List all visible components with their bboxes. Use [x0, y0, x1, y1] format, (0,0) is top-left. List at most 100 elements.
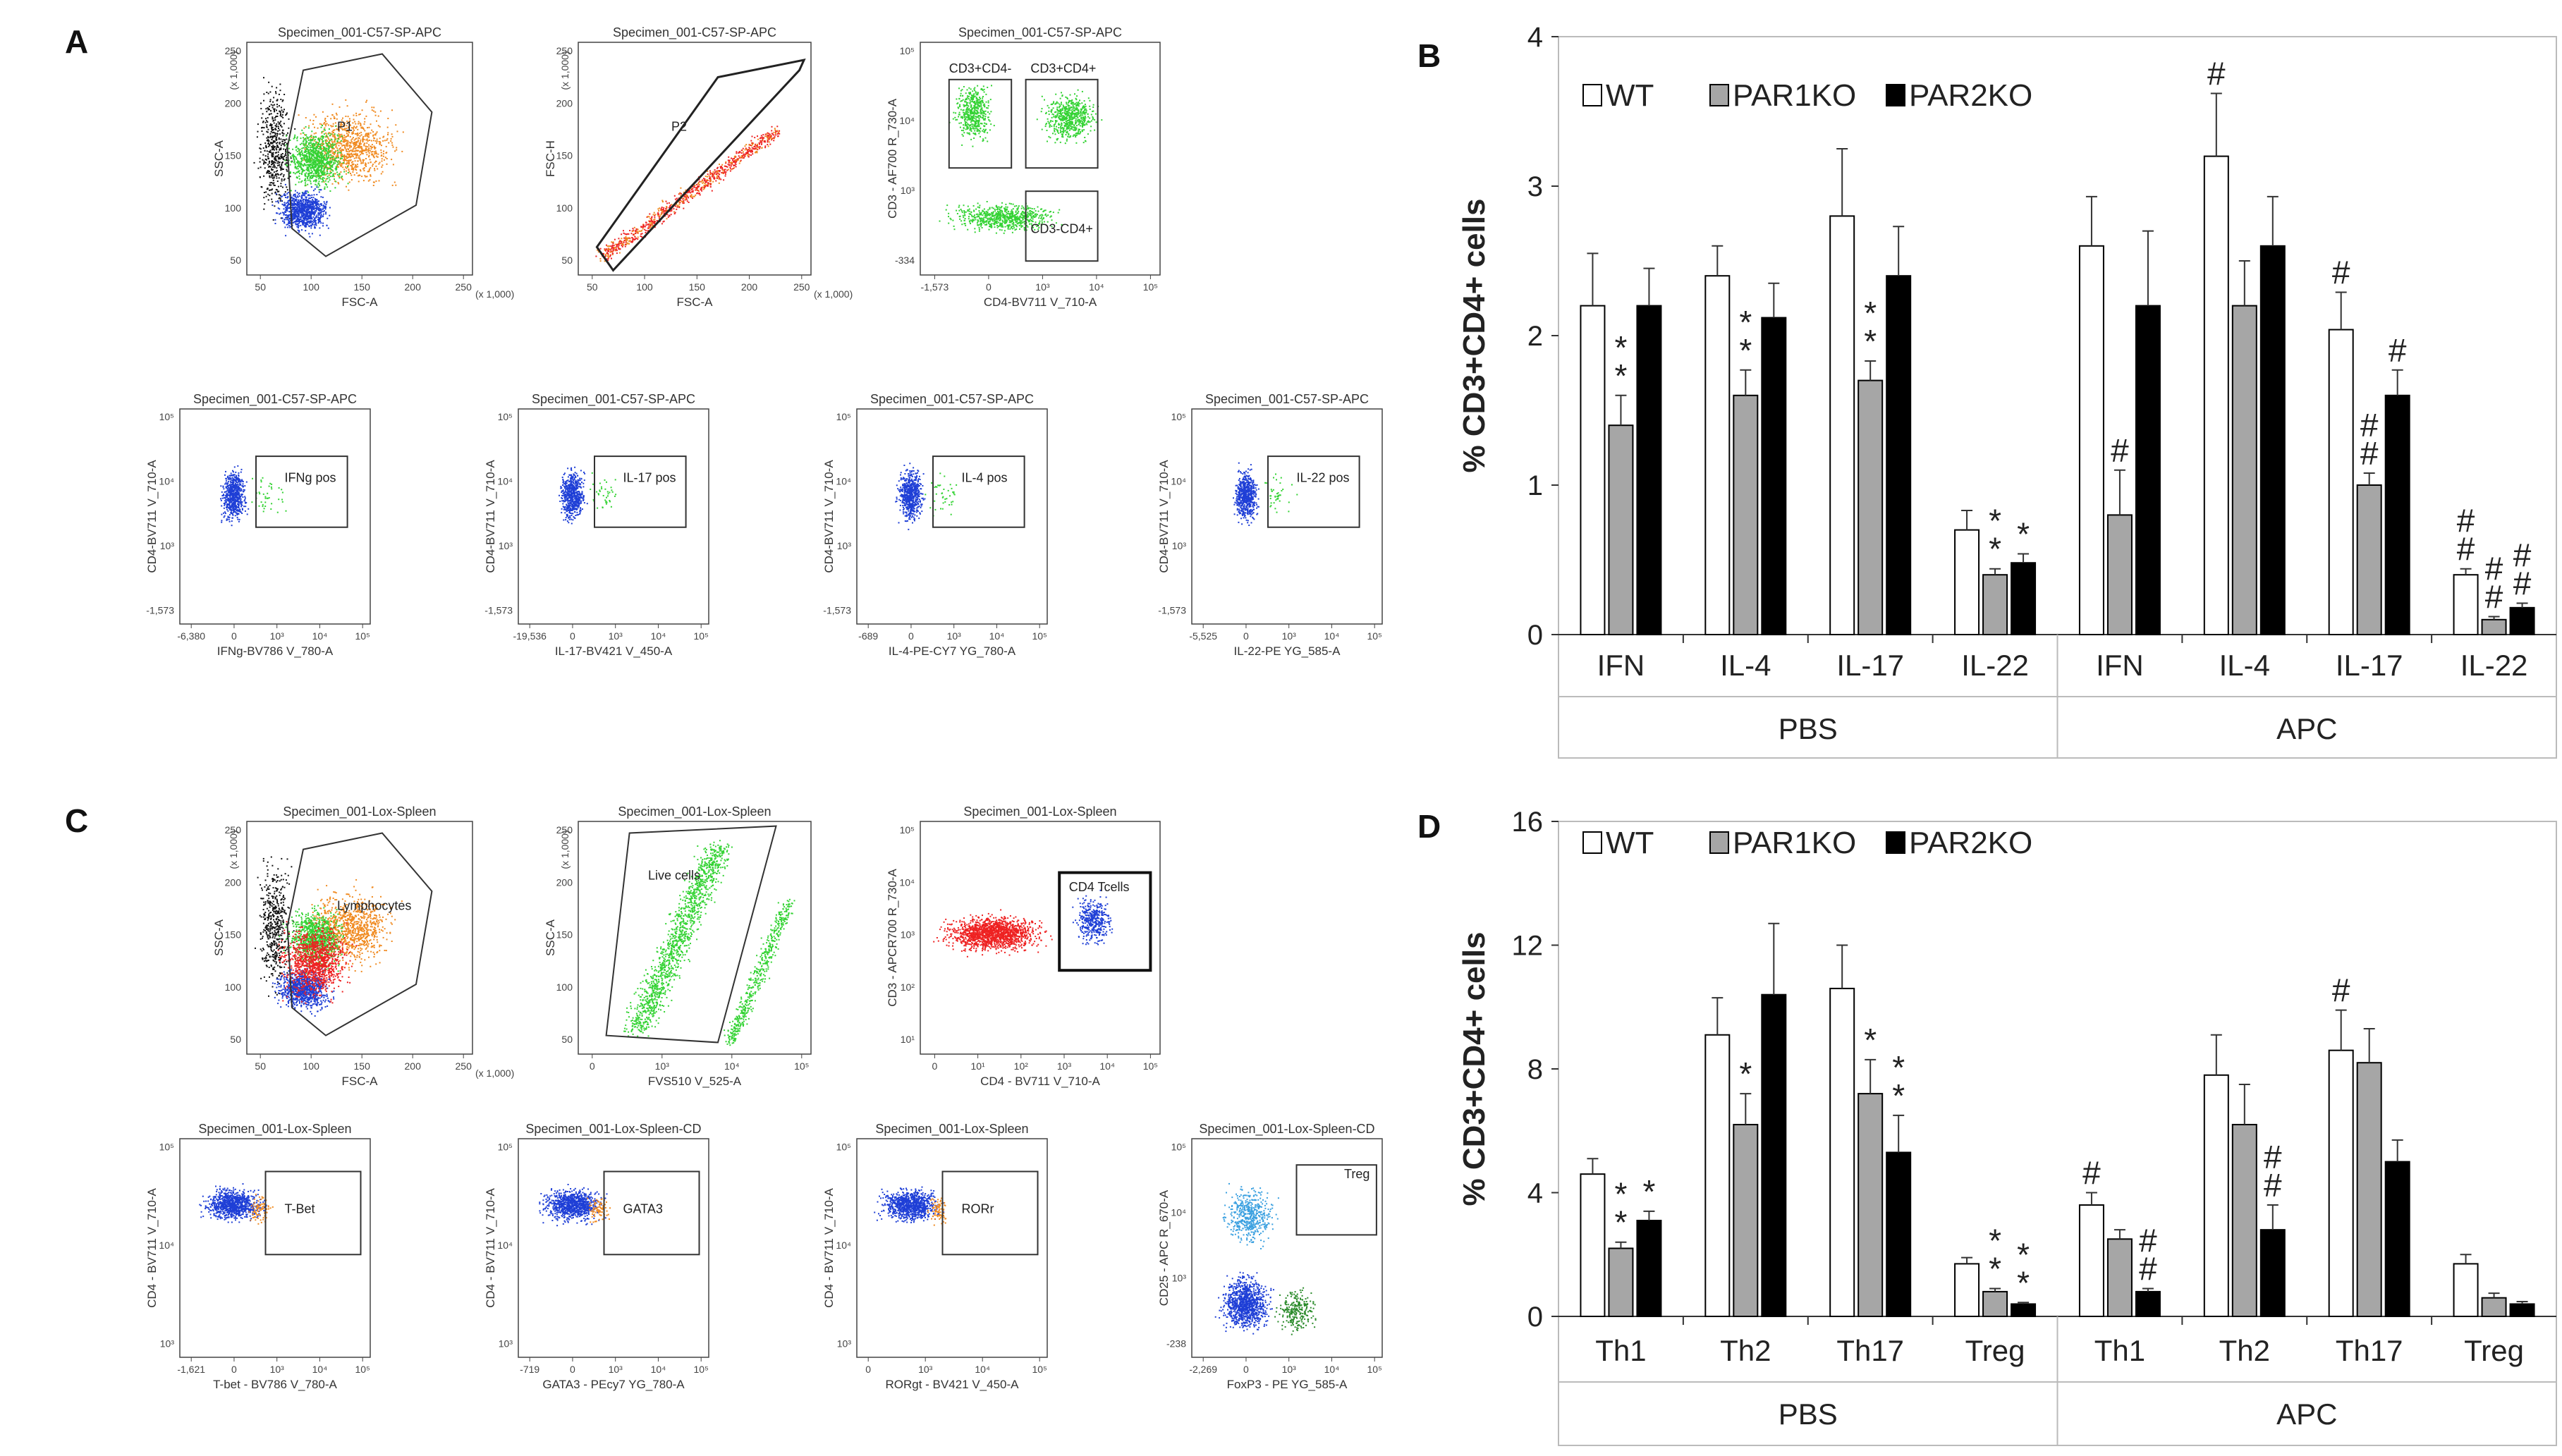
- event-dot: [297, 224, 299, 226]
- event-dot: [259, 161, 261, 163]
- event-dot: [312, 154, 314, 155]
- event-dot: [301, 129, 303, 131]
- event-dot: [324, 152, 327, 154]
- event-dot: [651, 222, 653, 224]
- event-dot: [729, 166, 731, 169]
- event-dot: [1073, 102, 1075, 104]
- event-dot: [316, 202, 318, 204]
- event-dot: [312, 152, 315, 154]
- event-dot: [315, 181, 317, 183]
- event-dot: [317, 163, 319, 165]
- event-dot: [965, 109, 968, 111]
- event-dot: [975, 102, 977, 104]
- event-dot: [979, 130, 981, 133]
- event-dot: [652, 214, 654, 216]
- event-dot: [359, 122, 361, 124]
- event-dot: [294, 195, 296, 197]
- event-dot: [771, 138, 773, 140]
- event-dot: [328, 177, 330, 179]
- event-dot: [982, 115, 984, 117]
- event-dot: [296, 171, 298, 173]
- event-dot: [276, 104, 278, 106]
- event-dot: [391, 133, 393, 135]
- event-dot: [310, 160, 312, 162]
- event-dot: [372, 110, 374, 112]
- event-dot: [711, 190, 713, 192]
- event-dot: [264, 167, 266, 169]
- event-dot: [380, 152, 382, 154]
- event-dot: [274, 156, 276, 158]
- event-dot: [302, 192, 304, 195]
- event-dot: [975, 125, 977, 127]
- event-dot: [276, 173, 279, 175]
- event-dot: [350, 173, 351, 174]
- event-dot: [316, 174, 318, 176]
- event-dot: [275, 92, 277, 94]
- event-dot: [666, 214, 669, 216]
- event-dot: [307, 149, 309, 151]
- event-dot: [774, 136, 776, 138]
- event-dot: [365, 147, 367, 149]
- event-dot: [695, 194, 697, 196]
- event-dot: [294, 163, 296, 165]
- event-dot: [391, 109, 393, 111]
- event-dot: [326, 173, 328, 175]
- event-dot: [599, 260, 602, 262]
- event-dot: [328, 168, 330, 170]
- event-dot: [267, 145, 269, 147]
- event-dot: [279, 90, 281, 92]
- event-dot: [324, 186, 326, 188]
- event-dot: [619, 240, 621, 242]
- event-dot: [1061, 94, 1063, 97]
- event-dot: [298, 210, 300, 212]
- event-dot: [267, 107, 269, 109]
- event-dot: [315, 158, 317, 160]
- event-dot: [300, 151, 303, 153]
- event-dot: [625, 238, 627, 240]
- event-dot: [960, 92, 962, 94]
- event-dot: [267, 131, 269, 133]
- event-dot: [274, 191, 276, 193]
- event-dot: [1061, 92, 1062, 94]
- event-dot: [637, 231, 639, 233]
- event-dot: [288, 222, 290, 224]
- event-dot: [674, 198, 676, 200]
- event-dot: [299, 143, 301, 145]
- event-dot: [334, 133, 336, 135]
- event-dot: [266, 172, 268, 174]
- event-dot: [332, 125, 334, 127]
- event-dot: [767, 132, 769, 134]
- event-dot: [365, 133, 367, 135]
- event-dot: [285, 214, 286, 216]
- event-dot: [326, 161, 327, 164]
- event-dot: [380, 173, 382, 175]
- event-dot: [751, 135, 753, 137]
- event-dot: [324, 147, 326, 149]
- event-dot: [374, 137, 375, 140]
- event-dot: [272, 101, 274, 103]
- event-dot: [357, 128, 359, 130]
- event-dot: [318, 143, 320, 145]
- event-dot: [762, 134, 764, 136]
- event-dot: [772, 137, 774, 139]
- event-dot: [703, 186, 705, 188]
- event-dot: [272, 145, 274, 147]
- event-dot: [301, 147, 303, 149]
- event-dot: [681, 200, 683, 202]
- event-dot: [975, 133, 977, 135]
- event-dot: [317, 207, 319, 209]
- event-dot: [970, 94, 972, 97]
- event-dot: [697, 190, 699, 192]
- event-dot: [344, 146, 346, 148]
- event-dot: [745, 154, 747, 155]
- event-dot: [760, 142, 762, 144]
- event-dot: [288, 211, 291, 213]
- event-dot: [343, 154, 346, 156]
- event-dot: [362, 160, 364, 162]
- event-dot: [605, 250, 607, 252]
- event-dot: [328, 145, 330, 147]
- event-dot: [346, 130, 347, 132]
- event-dot: [340, 151, 342, 153]
- event-dot: [310, 227, 312, 229]
